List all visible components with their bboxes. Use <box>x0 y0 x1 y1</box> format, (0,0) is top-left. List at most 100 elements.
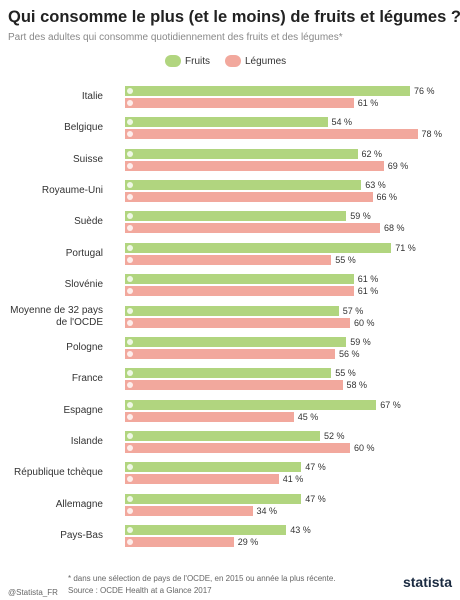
legend-swatch <box>165 55 181 67</box>
category-label: Portugal <box>65 247 103 259</box>
bar-icon <box>127 495 133 502</box>
category-label: Pays-Bas <box>60 530 103 542</box>
bar-icon <box>127 119 133 126</box>
bar <box>125 98 354 108</box>
bar <box>125 254 332 265</box>
bar-icon <box>127 507 133 514</box>
value-label: 59 % <box>350 211 371 222</box>
legend-label: Fruits <box>185 55 210 67</box>
category-label: Pologne <box>66 341 103 353</box>
value-label: 60 % <box>354 317 375 328</box>
value-label: 34 % <box>256 505 278 516</box>
category-label: Suède <box>74 216 103 228</box>
value-label: 59 % <box>350 336 371 347</box>
bar-icon <box>127 370 133 377</box>
category-label: Belgique <box>64 122 103 134</box>
bar-icon <box>127 194 133 201</box>
bar-icon <box>127 527 133 534</box>
bar <box>125 211 347 222</box>
source: Source : OCDE Health at a Glance 2017 <box>68 586 212 595</box>
category-label: Royaume-Uni <box>41 185 103 197</box>
bar <box>125 430 320 441</box>
value-label: 56 % <box>339 348 360 359</box>
value-label: 76 % <box>414 86 435 96</box>
bar <box>125 368 332 379</box>
bar-icon <box>127 350 133 357</box>
bar-icon <box>127 288 133 295</box>
legend-item: Fruits <box>165 55 210 67</box>
bar-icon <box>127 213 133 220</box>
bar-icon <box>127 225 133 232</box>
chart-subtitle: Part des adultes qui consomme quotidienn… <box>8 32 343 43</box>
bar-icon <box>127 413 133 420</box>
bar-icon <box>127 244 133 251</box>
chart-title: Qui consomme le plus (et le moins) de fr… <box>8 8 460 26</box>
category-label: République tchèque <box>14 467 103 479</box>
value-label: 61 % <box>357 286 379 297</box>
value-label: 41 % <box>282 474 304 485</box>
footnote: * dans une sélection de pays de l'OCDE, … <box>68 574 336 583</box>
bar <box>125 242 392 253</box>
bar-icon <box>127 100 133 106</box>
value-label: 57 % <box>342 305 364 316</box>
value-label: 52 % <box>324 430 345 441</box>
bar-icon <box>127 162 133 169</box>
bar <box>125 462 302 473</box>
bar <box>125 537 234 548</box>
category-label: France <box>71 373 103 385</box>
category-label: Suisse <box>72 153 103 165</box>
bar <box>125 411 294 422</box>
value-label: 43 % <box>290 525 311 536</box>
value-label: 67 % <box>380 399 401 410</box>
bar <box>125 192 373 203</box>
value-label: 29 % <box>237 537 259 548</box>
value-label: 45 % <box>297 411 319 422</box>
bar <box>125 223 380 234</box>
value-label: 61 % <box>357 98 379 108</box>
bar-icon <box>127 307 133 314</box>
bar-icon <box>127 464 133 471</box>
value-label: 47 % <box>305 462 326 473</box>
bar-icon <box>127 539 133 546</box>
bar <box>125 493 302 504</box>
bar-icon <box>127 276 133 283</box>
legend-item: Légumes <box>225 55 286 67</box>
bar-icon <box>127 182 133 189</box>
brand: statista <box>402 574 452 590</box>
value-label: 47 % <box>305 493 326 504</box>
value-label: 63 % <box>365 180 386 191</box>
value-label: 68 % <box>384 223 405 234</box>
category-label: Allemagne <box>55 498 103 510</box>
legend-label: Légumes <box>245 55 287 67</box>
value-label: 61 % <box>357 274 379 285</box>
bar <box>125 305 339 316</box>
value-label: 58 % <box>346 380 368 391</box>
bar-icon <box>127 476 133 483</box>
bar <box>125 274 354 285</box>
bar <box>125 348 335 359</box>
category-label: Espagne <box>63 404 103 416</box>
handle: @Statista_FR <box>8 588 58 597</box>
bar-icon <box>127 401 133 408</box>
value-label: 55 % <box>335 254 356 265</box>
value-label: 71 % <box>395 242 416 253</box>
bar <box>125 129 418 140</box>
bar <box>125 525 287 536</box>
category-label: Slovénie <box>64 279 103 291</box>
bar <box>125 380 343 391</box>
bar-icon <box>127 319 133 326</box>
value-label: 55 % <box>335 368 356 379</box>
bar <box>125 399 377 410</box>
bar <box>125 148 358 159</box>
value-label: 62 % <box>361 148 383 159</box>
bar <box>125 317 350 328</box>
bar-icon <box>127 131 133 138</box>
value-label: 60 % <box>354 442 375 453</box>
category-label: Italie <box>81 91 103 102</box>
bar-icon <box>127 88 133 94</box>
bar <box>125 286 354 297</box>
bar <box>125 474 279 485</box>
category-label: Moyenne de 32 pays de l'OCDE <box>10 304 103 328</box>
value-label: 66 % <box>376 192 398 203</box>
